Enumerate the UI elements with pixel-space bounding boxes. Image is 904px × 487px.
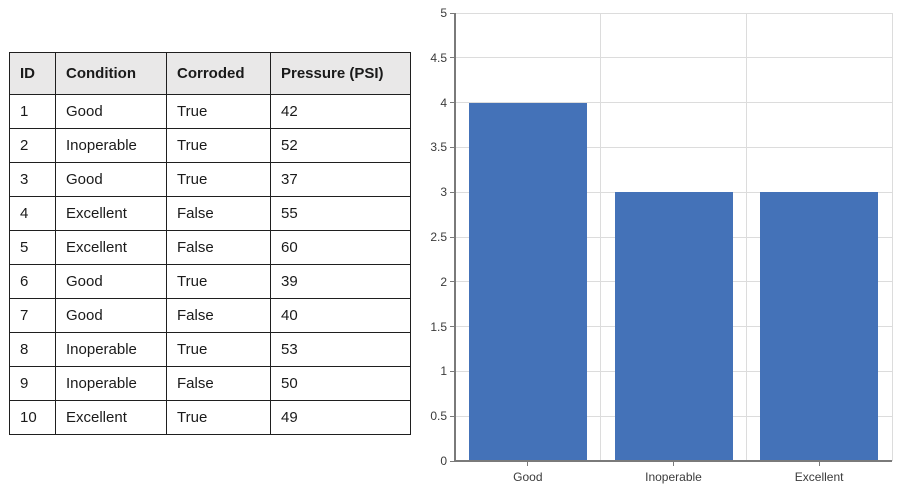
- table-cell: False: [166, 366, 271, 401]
- table-row: 3 Good True 37: [9, 162, 411, 197]
- table-cell: 53: [270, 332, 411, 367]
- table-cell: 10: [9, 400, 56, 435]
- table-cell: Inoperable: [55, 128, 167, 163]
- table-row: 10 Excellent True 49: [9, 400, 411, 435]
- x-category-label: Excellent: [794, 470, 844, 484]
- table-row: 6 Good True 39: [9, 264, 411, 299]
- y-axis-tick: [450, 415, 455, 417]
- table-cell: 39: [270, 264, 411, 299]
- y-axis-tick: [450, 191, 455, 193]
- table-row: 5 Excellent False 60: [9, 230, 411, 265]
- table-row: 4 Excellent False 55: [9, 196, 411, 231]
- y-gridline: [455, 12, 892, 14]
- table-cell: Good: [55, 162, 167, 197]
- table-row: 9 Inoperable False 50: [9, 366, 411, 401]
- table-cell: 9: [9, 366, 56, 401]
- table-cell: 40: [270, 298, 411, 333]
- bar-inoperable: [614, 192, 733, 461]
- table-cell: False: [166, 230, 271, 265]
- table-cell: True: [166, 128, 271, 163]
- table-cell: 4: [9, 196, 56, 231]
- bar-excellent: [760, 192, 879, 461]
- x-gridline: [891, 13, 893, 461]
- y-gridline: [455, 415, 892, 417]
- table-cell: True: [166, 332, 271, 367]
- table-cell: 8: [9, 332, 56, 367]
- y-axis-line: [454, 13, 456, 462]
- y-axis-tick: [450, 281, 455, 283]
- y-gridline: [455, 57, 892, 59]
- x-axis-tick: [527, 461, 529, 466]
- table-cell: Good: [55, 264, 167, 299]
- column-header: Pressure (PSI): [270, 52, 411, 95]
- table-row: 7 Good False 40: [9, 298, 411, 333]
- y-axis-tick: [450, 146, 455, 148]
- table-row: 2 Inoperable True 52: [9, 128, 411, 163]
- y-gridline: [455, 281, 892, 283]
- pipe-data-table: ID Condition Corroded Pressure (PSI) 1 Good T…: [9, 52, 411, 435]
- table-cell: Inoperable: [55, 332, 167, 367]
- y-axis-tick: [450, 370, 455, 372]
- y-gridline: [455, 102, 892, 104]
- table-row: 1 Good True 42: [9, 94, 411, 129]
- y-gridline: [455, 370, 892, 372]
- table-body: 1 Good True 42 2 Inoperable True 52 3 Good True 37 4…: [9, 94, 411, 435]
- table-cell: True: [166, 162, 271, 197]
- y-axis-tick: [450, 12, 455, 14]
- table-cell: 55: [270, 196, 411, 231]
- y-gridline: [455, 191, 892, 193]
- y-tick-label: 0: [440, 454, 447, 468]
- y-axis-tick: [450, 326, 455, 328]
- y-gridline: [455, 146, 892, 148]
- table-cell: Excellent: [55, 400, 167, 435]
- y-gridline: [455, 236, 892, 238]
- column-header: ID: [9, 52, 56, 95]
- table-cell: 3: [9, 162, 56, 197]
- x-axis-line: [454, 460, 892, 462]
- table-cell: True: [166, 400, 271, 435]
- y-axis-tick: [450, 57, 455, 59]
- table-cell: 1: [9, 94, 56, 129]
- x-axis-tick: [818, 461, 820, 466]
- column-header: Corroded: [166, 52, 271, 95]
- table-cell: 6: [9, 264, 56, 299]
- table-row: 8 Inoperable True 53: [9, 332, 411, 367]
- y-gridline: [455, 326, 892, 328]
- y-axis-tick: [450, 236, 455, 238]
- table-cell: 42: [270, 94, 411, 129]
- table-cell: Excellent: [55, 196, 167, 231]
- table-cell: True: [166, 264, 271, 299]
- bar-good: [468, 102, 587, 461]
- table-cell: 37: [270, 162, 411, 197]
- x-category-label: Inoperable: [645, 470, 702, 484]
- table-cell: True: [166, 94, 271, 129]
- table-cell: 5: [9, 230, 56, 265]
- x-gridline: [745, 13, 747, 461]
- column-header: Condition: [55, 52, 167, 95]
- table-cell: 49: [270, 400, 411, 435]
- table-cell: 7: [9, 298, 56, 333]
- table-cell: False: [166, 298, 271, 333]
- table-cell: Good: [55, 298, 167, 333]
- table-cell: False: [166, 196, 271, 231]
- x-gridline: [600, 13, 602, 461]
- table-cell: Good: [55, 94, 167, 129]
- table-cell: 60: [270, 230, 411, 265]
- table-cell: 50: [270, 366, 411, 401]
- table-cell: Excellent: [55, 230, 167, 265]
- y-axis-tick: [450, 460, 455, 462]
- table-cell: 52: [270, 128, 411, 163]
- x-category-label: Good: [513, 470, 543, 484]
- table-cell: 2: [9, 128, 56, 163]
- y-axis-tick: [450, 102, 455, 104]
- table-header-row: ID Condition Corroded Pressure (PSI): [9, 52, 411, 95]
- table-header: ID Condition Corroded Pressure (PSI): [9, 52, 411, 95]
- x-axis-tick: [673, 461, 674, 466]
- y-tick-label: 5: [440, 6, 447, 20]
- table-cell: Inoperable: [55, 366, 167, 401]
